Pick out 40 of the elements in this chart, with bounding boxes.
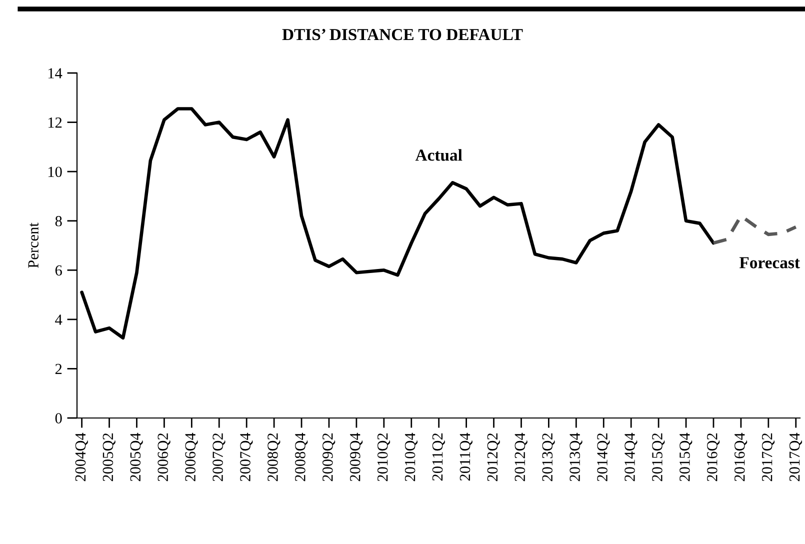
x-tick-label: 2004Q4 [75,432,88,482]
y-tick-label: 14 [48,68,62,78]
y-tick-label: 0 [55,413,62,424]
series-label: Actual [415,149,462,161]
x-tick-label: 2009Q2 [322,433,336,482]
x-tick-label: 2011Q2 [432,433,445,481]
y-tick-label: 6 [55,265,62,276]
y-tick-label: 2 [55,364,62,374]
x-tick-label: 2006Q2 [158,433,170,482]
x-tick-label: 2007Q2 [212,433,226,482]
x-tick-label: 2014Q4 [624,432,638,482]
x-tick-label: 2012Q2 [487,433,500,482]
x-tick-label: 2010Q4 [404,432,418,482]
y-tick-label: 10 [48,166,62,178]
y-axis-title: Percent [28,222,38,268]
x-tick-label: 2014Q2 [597,433,610,482]
chart-title: DTIS’ DISTANCE TO DEFAULT [282,28,523,40]
x-tick-label: 2005Q4 [130,432,143,482]
x-tick-label: 2017Q4 [789,432,802,482]
y-tick-label: 8 [55,216,62,226]
x-tick-label: 2008Q2 [268,433,280,482]
y-tick-label: 4 [55,314,62,325]
x-tick-label: 2013Q4 [570,432,582,482]
x-tick-label: 2010Q2 [377,433,390,482]
series-label: Forecast [739,257,800,268]
x-tick-label: 2011Q4 [460,432,472,481]
line-series [80,107,716,340]
x-tick-label: 2015Q2 [652,433,665,482]
x-tick-label: 2013Q2 [542,433,555,482]
x-tick-label: 2017Q2 [762,433,775,482]
x-tick-label: 2008Q4 [295,432,308,482]
x-tick-label: 2015Q4 [680,432,692,482]
x-tick-label: 2012Q4 [514,432,528,482]
x-tick-label: 2016Q2 [707,433,720,482]
x-tick-label: 2005Q2 [102,433,116,482]
y-tick-label: 12 [48,117,62,128]
x-tick-label: 2009Q4 [350,432,363,482]
x-tick-label: 2006Q4 [185,432,198,482]
x-tick-label: 2016Q4 [734,432,748,482]
x-tick-label: 2007Q4 [240,432,253,482]
